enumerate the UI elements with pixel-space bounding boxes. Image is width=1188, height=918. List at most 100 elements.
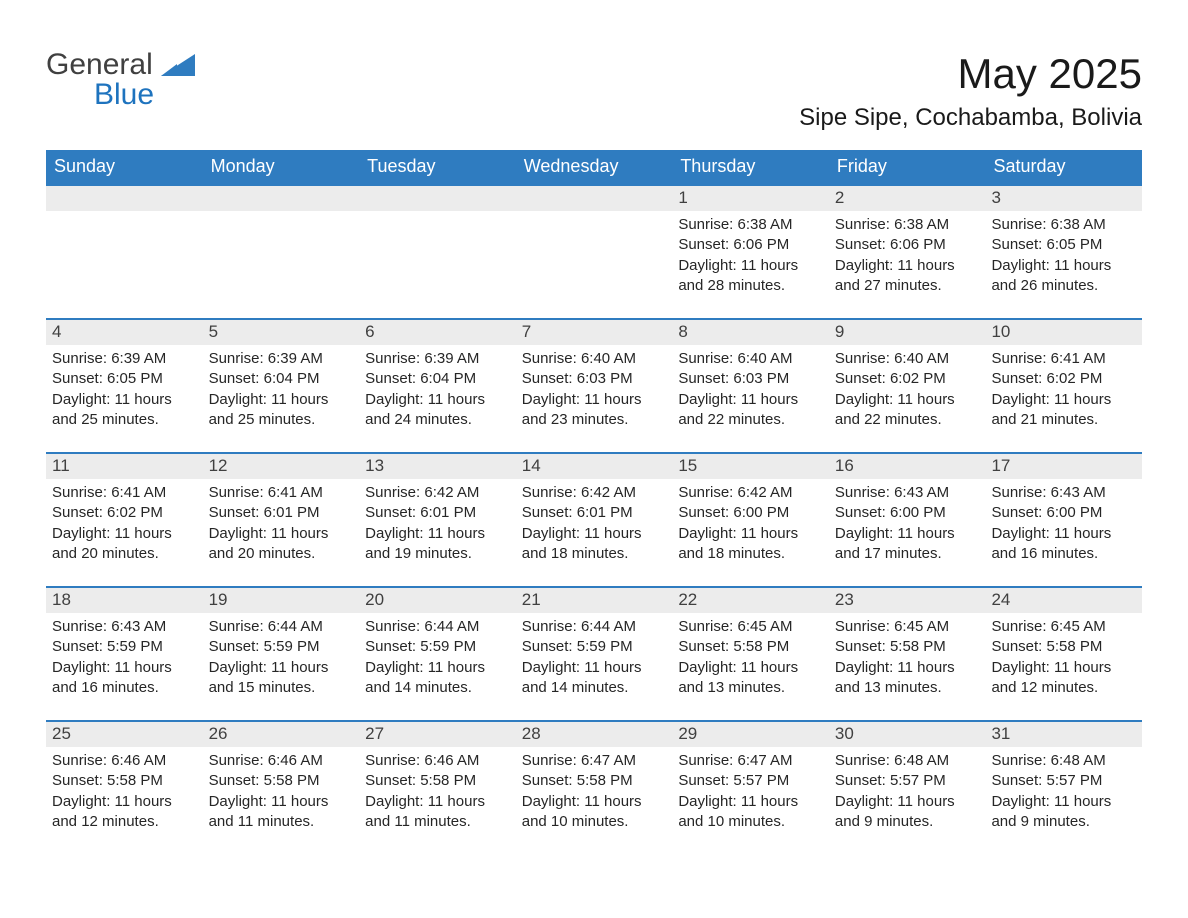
calendar-day: 206:44 AM5:59 PM11 hours and 14 minutes. <box>359 588 516 720</box>
day-number: 11 <box>46 454 203 479</box>
day-details: 6:43 AM6:00 PM11 hours and 17 minutes. <box>829 479 986 564</box>
day-details: 6:44 AM5:59 PM11 hours and 14 minutes. <box>359 613 516 698</box>
day-number: 19 <box>203 588 360 613</box>
sunrise-value: 6:40 AM <box>835 350 949 367</box>
weekday-header: Tuesday <box>359 150 516 184</box>
sunrise-value: 6:45 AM <box>678 618 792 635</box>
sunrise-value: 6:42 AM <box>522 484 636 501</box>
daylight-value: 11 hours and 11 minutes. <box>365 793 485 830</box>
day-number: 27 <box>359 722 516 747</box>
sunset-value: 5:57 PM <box>835 772 946 789</box>
daylight-value: 11 hours and 26 minutes. <box>991 257 1111 294</box>
sunset-value: 6:02 PM <box>835 370 946 387</box>
sunrise-value: 6:43 AM <box>52 618 166 635</box>
weekday-header: Sunday <box>46 150 203 184</box>
title-block: May 2025 Sipe Sipe, Cochabamba, Bolivia <box>799 50 1142 132</box>
calendar: SundayMondayTuesdayWednesdayThursdayFrid… <box>46 150 1142 854</box>
day-details: 6:41 AM6:01 PM11 hours and 20 minutes. <box>203 479 360 564</box>
calendar-day: 16:38 AM6:06 PM11 hours and 28 minutes. <box>672 186 829 318</box>
calendar-body: ....16:38 AM6:06 PM11 hours and 28 minut… <box>46 184 1142 854</box>
calendar-day: 176:43 AM6:00 PM11 hours and 16 minutes. <box>985 454 1142 586</box>
sunset-value: 6:06 PM <box>835 236 946 253</box>
weekday-header: Monday <box>203 150 360 184</box>
day-number: 6 <box>359 320 516 345</box>
sunset-value: 5:58 PM <box>52 772 163 789</box>
sunset-value: 6:05 PM <box>52 370 163 387</box>
calendar-week: ....16:38 AM6:06 PM11 hours and 28 minut… <box>46 184 1142 318</box>
day-details: 6:39 AM6:05 PM11 hours and 25 minutes. <box>46 345 203 430</box>
daylight-value: 11 hours and 18 minutes. <box>522 525 642 562</box>
sunset-value: 6:00 PM <box>835 504 946 521</box>
calendar-day: 46:39 AM6:05 PM11 hours and 25 minutes. <box>46 320 203 452</box>
daylight-value: 11 hours and 16 minutes. <box>991 525 1111 562</box>
weekday-header: Saturday <box>985 150 1142 184</box>
month-title: May 2025 <box>799 50 1142 98</box>
daylight-value: 11 hours and 16 minutes. <box>52 659 172 696</box>
day-number: 29 <box>672 722 829 747</box>
daylight-value: 11 hours and 25 minutes. <box>52 391 172 428</box>
sunset-value: 5:58 PM <box>209 772 320 789</box>
day-number: 12 <box>203 454 360 479</box>
sunset-value: 5:58 PM <box>991 638 1102 655</box>
calendar-day: 246:45 AM5:58 PM11 hours and 12 minutes. <box>985 588 1142 720</box>
day-number: 20 <box>359 588 516 613</box>
day-number: 24 <box>985 588 1142 613</box>
calendar-day: 276:46 AM5:58 PM11 hours and 11 minutes. <box>359 722 516 854</box>
sunrise-value: 6:48 AM <box>835 752 949 769</box>
sunrise-value: 6:43 AM <box>835 484 949 501</box>
sunrise-value: 6:41 AM <box>52 484 166 501</box>
sunset-value: 6:04 PM <box>365 370 476 387</box>
day-details: 6:44 AM5:59 PM11 hours and 15 minutes. <box>203 613 360 698</box>
sunrise-value: 6:39 AM <box>209 350 323 367</box>
day-number: . <box>516 186 673 211</box>
day-details: 6:48 AM5:57 PM11 hours and 9 minutes. <box>985 747 1142 832</box>
day-number: 22 <box>672 588 829 613</box>
calendar-day: 66:39 AM6:04 PM11 hours and 24 minutes. <box>359 320 516 452</box>
day-details: 6:40 AM6:03 PM11 hours and 22 minutes. <box>672 345 829 430</box>
day-number: . <box>359 186 516 211</box>
day-number: 9 <box>829 320 986 345</box>
sunrise-value: 6:44 AM <box>209 618 323 635</box>
sunset-value: 6:01 PM <box>522 504 633 521</box>
sunset-value: 6:00 PM <box>678 504 789 521</box>
calendar-day: 316:48 AM5:57 PM11 hours and 9 minutes. <box>985 722 1142 854</box>
weekday-header-row: SundayMondayTuesdayWednesdayThursdayFrid… <box>46 150 1142 184</box>
day-details: 6:38 AM6:06 PM11 hours and 28 minutes. <box>672 211 829 296</box>
daylight-value: 11 hours and 10 minutes. <box>522 793 642 830</box>
sunrise-value: 6:44 AM <box>522 618 636 635</box>
day-number: 18 <box>46 588 203 613</box>
calendar-day: 36:38 AM6:05 PM11 hours and 26 minutes. <box>985 186 1142 318</box>
daylight-value: 11 hours and 10 minutes. <box>678 793 798 830</box>
calendar-day: 86:40 AM6:03 PM11 hours and 22 minutes. <box>672 320 829 452</box>
day-number: 8 <box>672 320 829 345</box>
day-number: 15 <box>672 454 829 479</box>
daylight-value: 11 hours and 14 minutes. <box>522 659 642 696</box>
sunrise-value: 6:40 AM <box>678 350 792 367</box>
calendar-day: 116:41 AM6:02 PM11 hours and 20 minutes. <box>46 454 203 586</box>
day-details: 6:46 AM5:58 PM11 hours and 12 minutes. <box>46 747 203 832</box>
day-details: 6:43 AM6:00 PM11 hours and 16 minutes. <box>985 479 1142 564</box>
calendar-day: 146:42 AM6:01 PM11 hours and 18 minutes. <box>516 454 673 586</box>
day-details: 6:42 AM 6:00 PM 11 hours and 18 minutes. <box>672 479 829 564</box>
day-number: 23 <box>829 588 986 613</box>
daylight-value: 11 hours and 18 minutes. <box>678 525 798 562</box>
day-details: 6:41 AM6:02 PM11 hours and 20 minutes. <box>46 479 203 564</box>
day-details: 6:45 AM5:58 PM11 hours and 13 minutes. <box>672 613 829 698</box>
daylight-value: 11 hours and 20 minutes. <box>52 525 172 562</box>
sunrise-value: 6:47 AM <box>522 752 636 769</box>
header: General Blue May 2025 Sipe Sipe, Cochaba… <box>46 50 1142 132</box>
sunrise-value: 6:45 AM <box>835 618 949 635</box>
day-number: 21 <box>516 588 673 613</box>
calendar-day: 226:45 AM5:58 PM11 hours and 13 minutes. <box>672 588 829 720</box>
day-number: 10 <box>985 320 1142 345</box>
daylight-value: 11 hours and 20 minutes. <box>209 525 329 562</box>
weekday-header: Friday <box>829 150 986 184</box>
sunset-value: 5:58 PM <box>678 638 789 655</box>
day-details: 6:38 AM6:05 PM11 hours and 26 minutes. <box>985 211 1142 296</box>
calendar-day-empty: . <box>46 186 203 318</box>
sunrise-value: 6:42 AM <box>678 484 792 501</box>
calendar-day: 136:42 AM6:01 PM11 hours and 19 minutes. <box>359 454 516 586</box>
daylight-value: 11 hours and 9 minutes. <box>835 793 955 830</box>
sunrise-value: 6:38 AM <box>835 216 949 233</box>
sunset-value: 5:59 PM <box>365 638 476 655</box>
